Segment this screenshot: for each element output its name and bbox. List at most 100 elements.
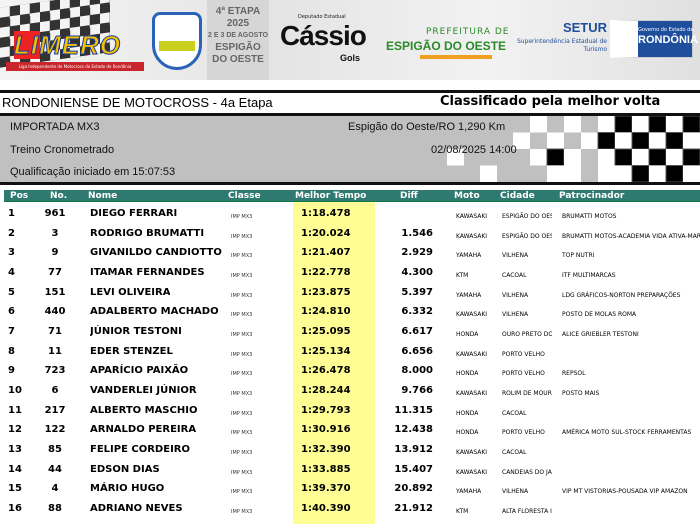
rider-name: ALBERTO MASCHIO	[90, 404, 198, 416]
rider-name: ITAMAR FERNANDES	[90, 267, 205, 278]
checker-cell	[666, 116, 683, 133]
number: 6	[51, 385, 59, 397]
etapa-city-2: DO OESTE	[212, 54, 264, 65]
bike: YAMAHA	[456, 252, 482, 260]
best-time: 1:28.244	[301, 385, 351, 397]
checker-cell	[683, 165, 700, 182]
checker-cell	[547, 132, 564, 149]
table-row: 6 440 ADALBERTO MACHADO IMP MX3 1:24.810 6.33…	[0, 302, 700, 321]
diff: 8.000	[401, 365, 433, 377]
table-header: Pos No. Nome Classe Melhor Tempo Diff Mo…	[4, 190, 700, 202]
table-row: 8 11 EDER STENZEL IMP MX3 1:25.134 6.656 KAWAS…	[0, 342, 700, 361]
bike: HONDA	[456, 409, 479, 417]
location-label: Espigão do Oeste/RO 1,290 Km	[348, 121, 506, 133]
class: IMP MX3	[231, 450, 253, 457]
bike: KTM	[456, 272, 469, 279]
number: 71	[48, 326, 62, 338]
rider-name: EDER STENZEL	[90, 345, 173, 357]
city: VILHENA	[502, 488, 529, 496]
bike: KAWASAKI	[456, 449, 488, 457]
class: IMP MX3	[231, 253, 253, 260]
sponsor: ITF MULTIMARCAS	[562, 272, 616, 279]
best-time: 1:30.916	[301, 424, 351, 436]
class: IMP MX3	[231, 214, 253, 220]
sponsor: REPSOL	[562, 370, 586, 378]
city: CACOAL	[502, 272, 527, 279]
table-row: 11 217 ALBERTO MASCHIO IMP MX3 1:29.793 11.31…	[0, 401, 700, 420]
table-row: 12 122 ARNALDO PEREIRA IMP MX3 1:30.916 12.43…	[0, 420, 700, 439]
diff: 2.929	[401, 247, 433, 259]
sponsor: POSTO MAIS	[562, 390, 600, 398]
table-row: 5 151 LEVI OLIVEIRA IMP MX3 1:23.875 5.397 YAM…	[0, 283, 700, 302]
etapa-box: 4ª ETAPA 2025 2 E 3 DE AGOSTO ESPIGÃO DO…	[207, 0, 269, 80]
diff: 9.766	[401, 385, 433, 397]
col-diff: Diff	[400, 191, 418, 201]
number: 723	[44, 365, 66, 377]
checker-cell	[683, 132, 700, 149]
session-label: Treino Cronometrado	[10, 144, 115, 156]
class: IMP MX3	[231, 509, 253, 516]
best-time: 1:33.885	[301, 463, 351, 475]
position: 2	[8, 227, 15, 239]
city: ROLIM DE MOUR	[502, 390, 552, 398]
table-row: 15 4 MÁRIO HUGO IMP MX3 1:39.370 20.892 YAMAHA…	[0, 479, 700, 498]
rider-name: EDSON DIAS	[90, 463, 160, 475]
position: 16	[8, 503, 22, 515]
table-row: 13 85 FELIPE CORDEIRO IMP MX3 1:32.390 13.912…	[0, 440, 700, 459]
city: VILHENA	[502, 291, 529, 299]
position: 13	[8, 444, 22, 456]
rider-name: RODRIGO BRUMATTI	[90, 227, 205, 239]
checker-cell	[598, 165, 615, 182]
class: IMP MX3	[231, 351, 253, 358]
sponsor: BRUMATTI MOTOS-ACADEMIA VIDA ATIVA-MARI	[562, 232, 700, 240]
position: 15	[8, 483, 22, 495]
position: 14	[8, 463, 22, 475]
diff: 13.912	[394, 444, 433, 456]
bike: KAWASAKI	[456, 350, 488, 358]
diff: 6.332	[401, 306, 433, 318]
class: IMP MX3	[231, 312, 253, 319]
best-time: 1:21.407	[301, 247, 351, 259]
city: PORTO VELHO	[502, 350, 545, 358]
checker-cell	[648, 116, 667, 133]
bike: KAWASAKI	[456, 213, 488, 220]
bike: KTM	[456, 508, 469, 516]
rider-name: VANDERLEI JÚNIOR	[90, 385, 197, 397]
city: VILHENA	[502, 252, 529, 260]
checker-cell	[665, 132, 684, 150]
etapa-city-1: ESPIGÃO	[215, 42, 261, 53]
rider-name: MÁRIO HUGO	[90, 483, 165, 495]
class: IMP MX3	[231, 292, 253, 299]
setur-caption: Superintendência Estadual de Turismo	[516, 38, 607, 53]
sponsor: AMÉRICA MOTO SUL-STOCK FERRAMENTAS	[562, 429, 692, 437]
best-time: 1:22.778	[301, 267, 351, 278]
col-patrocinador: Patrocinador	[559, 191, 625, 201]
number: 217	[44, 404, 66, 416]
bike: HONDA	[456, 331, 479, 339]
class: IMP MX3	[231, 332, 253, 339]
city: CACOAL	[502, 409, 527, 417]
sponsor: LDG GRÁFICOS-NORTON PREPARAÇÕES	[562, 291, 681, 299]
bike: KAWASAKI	[456, 468, 488, 476]
checker-cell	[665, 165, 684, 182]
table-row: 16 88 ADRIANO NEVES IMP MX3 1:40.390 21.912 KT…	[0, 499, 700, 518]
session-info-panel: IMPORTADA MX3 Treino Cronometrado Qualif…	[0, 113, 700, 185]
checker-cell	[632, 149, 649, 166]
number: 88	[48, 503, 62, 515]
setur-logo: SETUR	[562, 20, 607, 35]
bike: HONDA	[456, 429, 479, 437]
table-row: 10 6 VANDERLEI JÚNIOR IMP MX3 1:28.244 9.766 K…	[0, 381, 700, 400]
prefeitura-label: PREFEITURA DE	[426, 27, 510, 37]
checker-cell	[581, 132, 598, 149]
rider-name: GIVANILDO CANDIOTTO	[90, 247, 222, 259]
sponsor: BRUMATTI MOTOS	[562, 213, 617, 220]
col-pos: Pos	[10, 191, 29, 201]
divider	[0, 90, 700, 93]
checker-cell	[564, 149, 581, 166]
position: 7	[8, 326, 15, 338]
checker-cell	[530, 116, 547, 133]
prefeitura-stripe	[420, 55, 492, 59]
city: ESPIGÃO DO OES	[502, 232, 552, 240]
diff: 12.438	[394, 424, 433, 436]
etapa-dates: 2 E 3 DE AGOSTO	[208, 32, 268, 39]
